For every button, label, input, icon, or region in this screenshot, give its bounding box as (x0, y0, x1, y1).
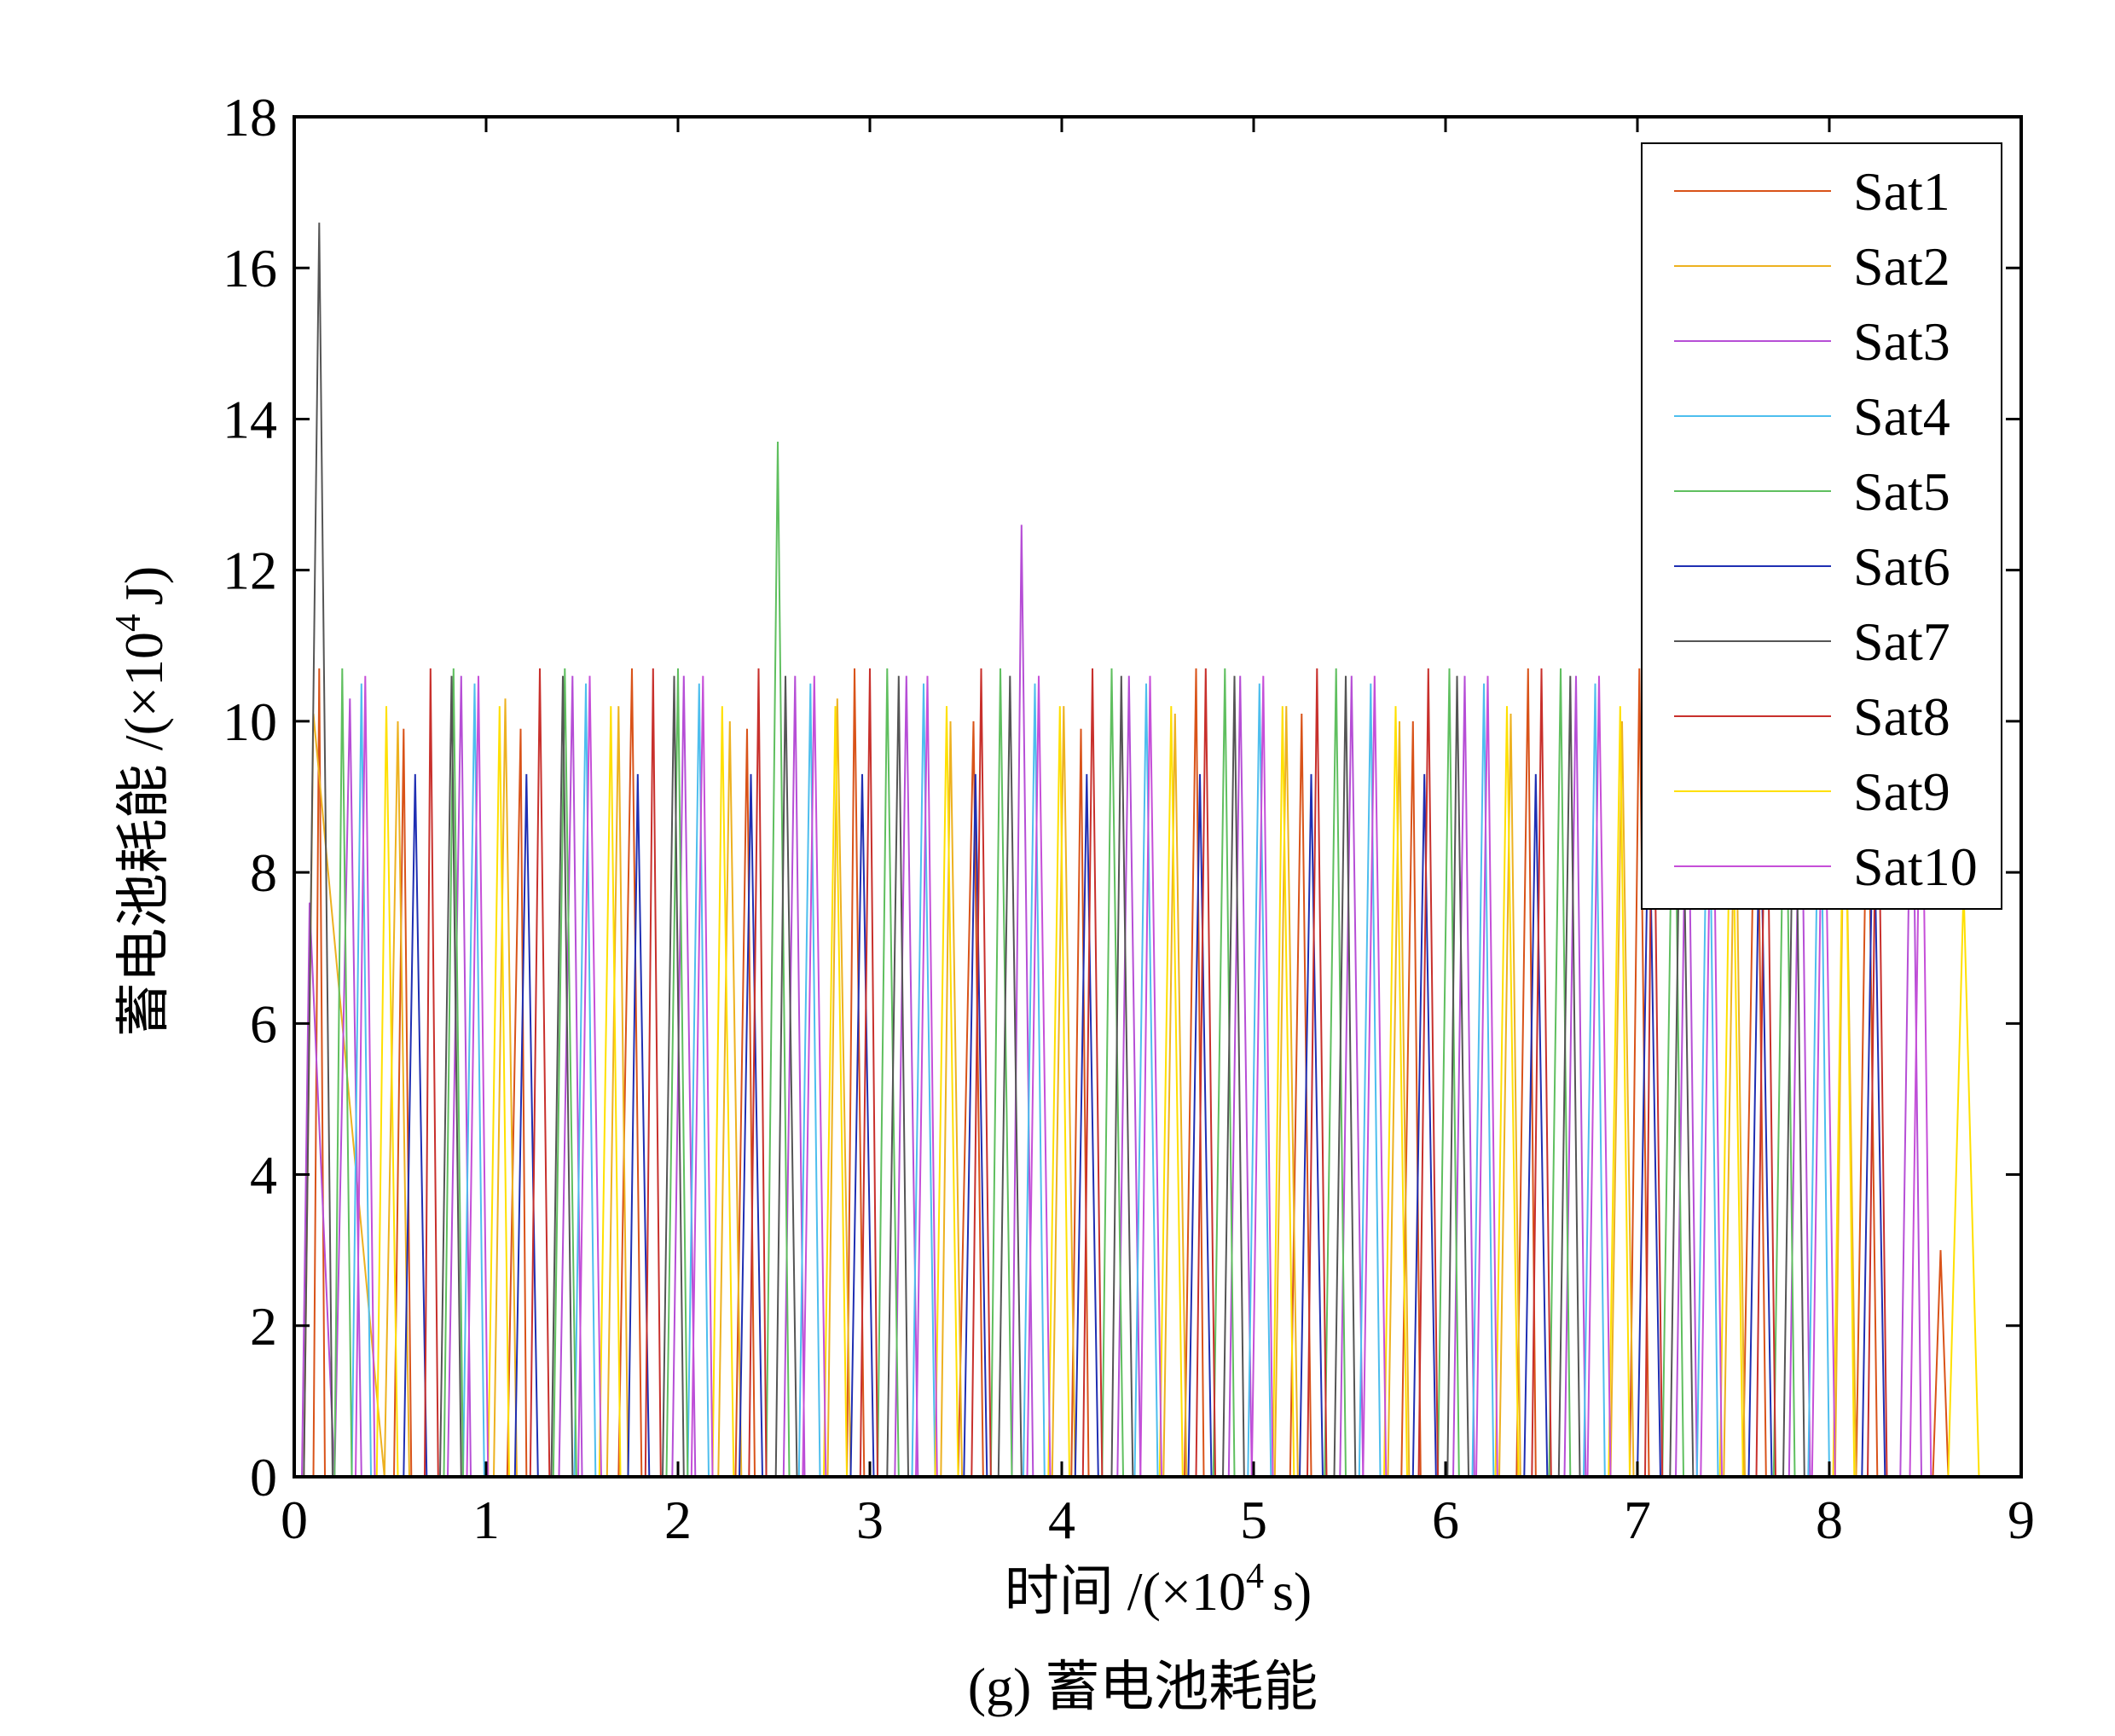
y-tick-label: 10 (223, 692, 277, 752)
legend-box (1641, 142, 2002, 910)
y-tick-label: 2 (250, 1296, 277, 1357)
y-tick-label: 16 (223, 238, 277, 298)
legend-label-sat6: Sat6 (1853, 536, 1950, 597)
x-tick-label: 6 (1432, 1490, 1459, 1550)
series-line-sat7 (303, 223, 1805, 1478)
x-axis: 0 1 2 3 4 5 6 7 8 9 (281, 117, 2035, 1550)
legend-label-sat2: Sat2 (1853, 236, 1950, 297)
x-tick-label: 2 (664, 1490, 692, 1550)
y-tick-label: 0 (250, 1447, 277, 1507)
x-tick-label: 0 (281, 1490, 308, 1550)
y-tick-label: 6 (250, 993, 277, 1054)
y-tick-label: 14 (223, 389, 277, 449)
series-line-sat2 (294, 698, 1857, 1478)
legend-label-sat3: Sat3 (1853, 311, 1950, 372)
legend-label-sat9: Sat9 (1853, 761, 1950, 822)
series-line-sat9 (375, 706, 1980, 1478)
x-tick-label: 9 (2008, 1490, 2035, 1550)
legend-label-sat10: Sat10 (1853, 836, 1978, 897)
y-axis: 0 2 4 6 8 10 12 14 16 18 (223, 87, 2021, 1507)
x-tick-label: 3 (856, 1490, 884, 1550)
figure-caption: (g) 蓄电池耗能 (968, 1657, 1318, 1717)
y-tick-label: 12 (223, 541, 277, 601)
plot-frame (293, 115, 2023, 1478)
y-axis-label: 蓄电池耗能 /(×104J) (109, 566, 174, 1037)
legend-label-sat1: Sat1 (1853, 161, 1950, 222)
legend-label-sat7: Sat7 (1853, 611, 1950, 672)
x-axis-label: 时间 /(×104 s) (1005, 1557, 1312, 1622)
legend-label-sat8: Sat8 (1853, 686, 1950, 747)
y-tick-label: 18 (223, 87, 277, 148)
series-line-sat10 (355, 675, 1932, 1478)
x-tick-label: 8 (1816, 1490, 1843, 1550)
legend-label-sat4: Sat4 (1853, 386, 1950, 447)
x-tick-label: 1 (472, 1490, 500, 1550)
legend-label-sat5: Sat5 (1853, 461, 1950, 522)
x-tick-label: 7 (1624, 1490, 1651, 1550)
legend: Sat1 Sat2 Sat3 Sat4 Sat5 Sat6 Sat7 Sat8 Sat9 Sat1… (1641, 142, 2002, 910)
x-tick-label: 4 (1048, 1490, 1075, 1550)
y-tick-label: 8 (250, 842, 277, 903)
x-tick-label: 5 (1240, 1490, 1267, 1550)
y-tick-label: 4 (250, 1145, 277, 1206)
